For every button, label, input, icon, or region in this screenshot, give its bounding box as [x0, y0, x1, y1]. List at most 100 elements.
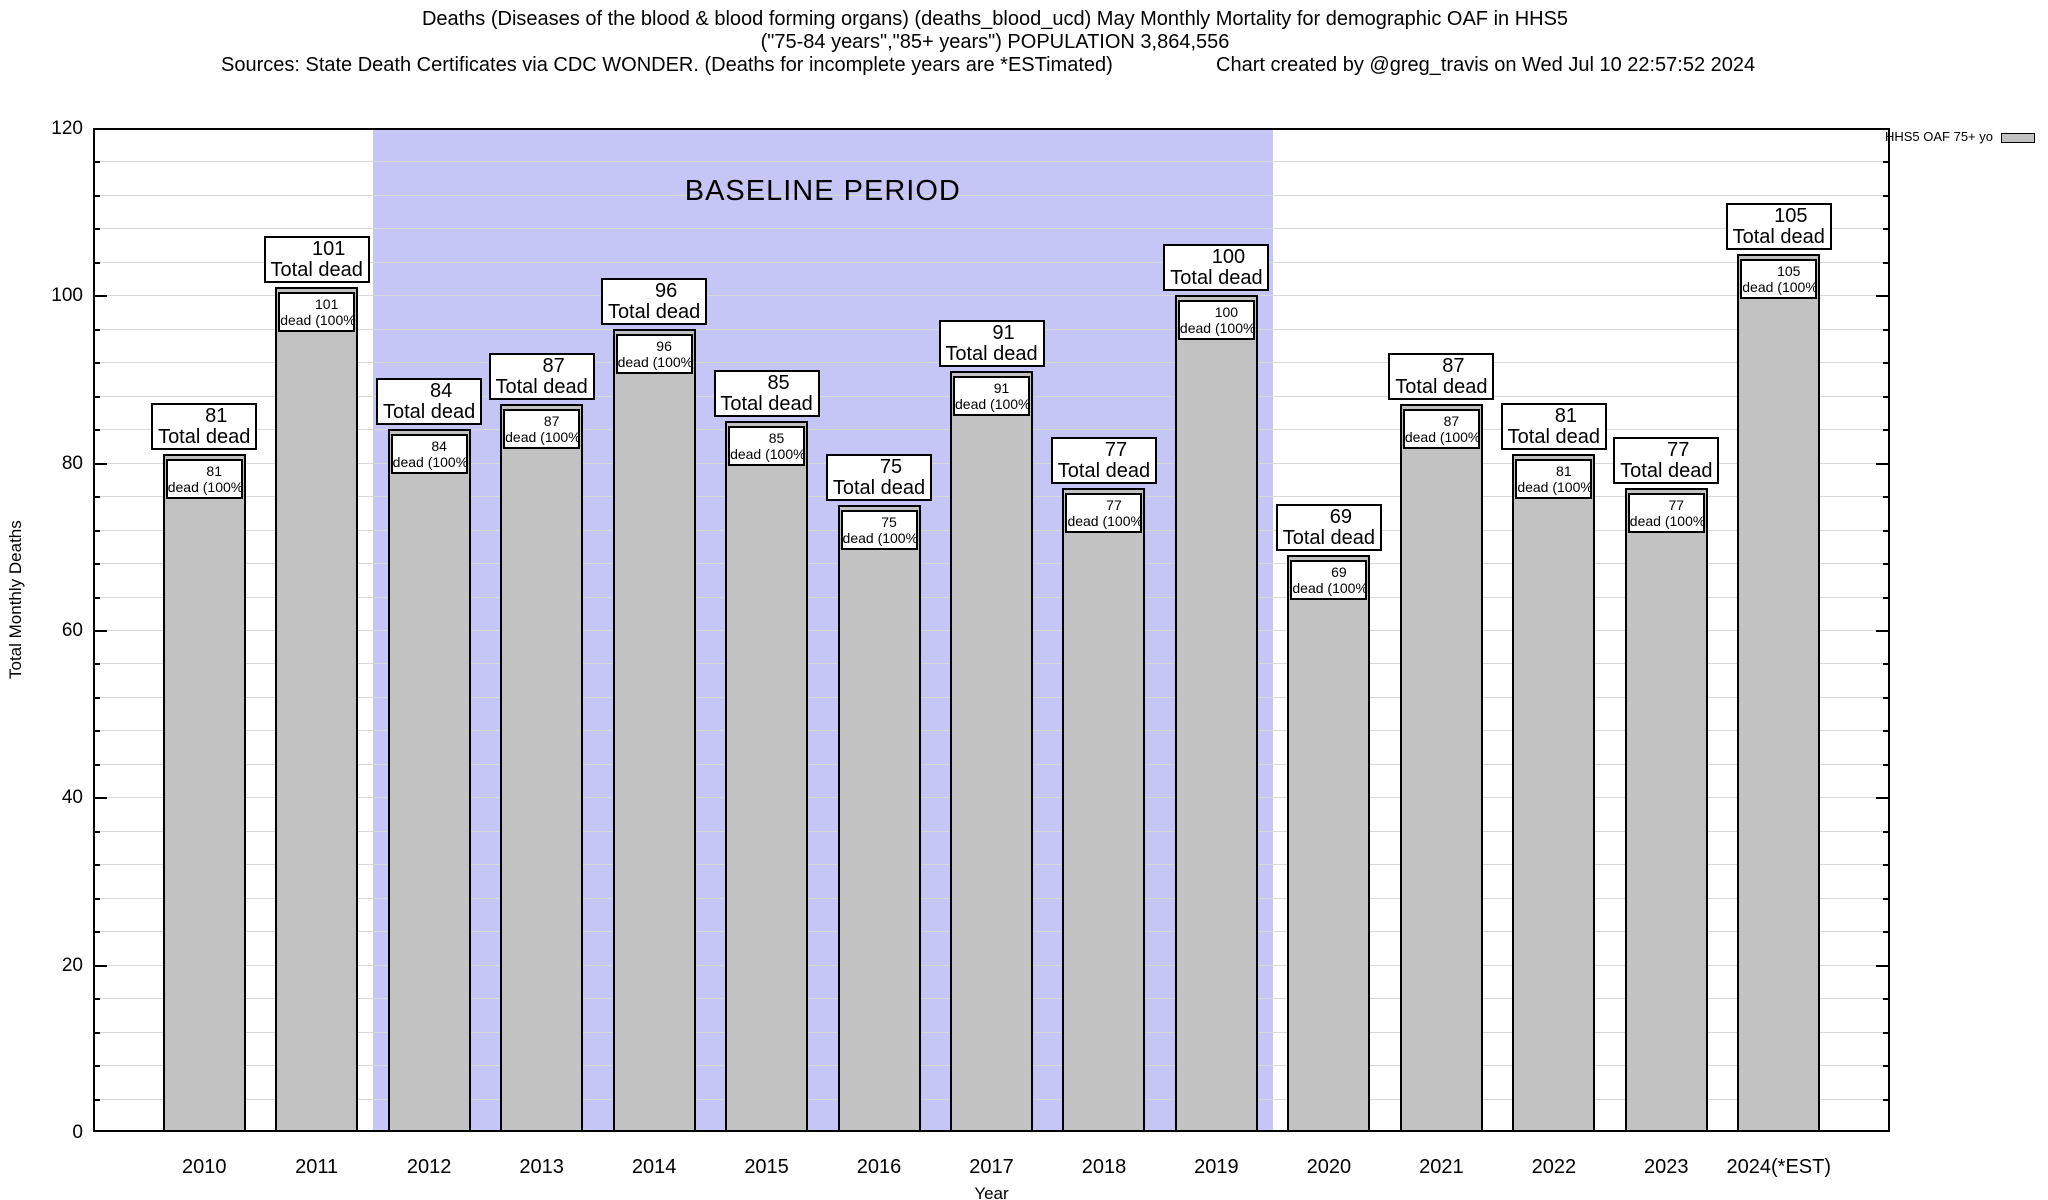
- bar-inner-label-2010: 81 dead (100%): [165, 459, 243, 500]
- bar-top-label-2010: 81 Total dead: [151, 403, 258, 451]
- y-tick-left-92: [93, 362, 100, 365]
- y-tick-left-88: [93, 395, 100, 398]
- bar-top-label-2016: 75 Total dead: [826, 453, 933, 501]
- y-tick-left-108: [93, 228, 100, 231]
- y-tick-right-72: [1883, 529, 1890, 532]
- y-tick-right-68: [1883, 563, 1890, 566]
- y-tick-left-28: [93, 897, 100, 900]
- y-tick-label-80: 80: [61, 452, 83, 474]
- y-tick-left-12: [93, 1031, 100, 1034]
- y-tick-right-36: [1883, 830, 1890, 833]
- bar-2023: 77 dead (100%): [1624, 487, 1708, 1132]
- y-tick-right-100: [1876, 295, 1890, 298]
- y-tick-left-84: [93, 429, 100, 432]
- bar-top-label-2019: 100 Total dead: [1163, 244, 1270, 292]
- y-tick-right-60: [1876, 630, 1890, 632]
- y-tick-left-100: [93, 295, 107, 298]
- x-tick-label-2023: 2023: [1644, 1156, 1689, 1178]
- y-tick-right-12: [1883, 1031, 1890, 1034]
- bar-inner-label-2023: 77 dead (100%): [1627, 492, 1705, 533]
- y-tick-left-76: [93, 496, 100, 499]
- y-tick-label-60: 60: [61, 620, 83, 641]
- y-tick-left-36: [93, 830, 100, 833]
- bar-2021: 87 dead (100%): [1399, 404, 1483, 1132]
- gridline-y112: [93, 194, 1890, 196]
- bar-top-label-2018: 77 Total dead: [1050, 436, 1157, 484]
- y-tick-right-24: [1883, 931, 1890, 934]
- y-tick-right-96: [1883, 328, 1890, 331]
- bar-inner-label-2014: 96 dead (100%): [615, 333, 693, 374]
- y-tick-left-40: [93, 797, 107, 800]
- y-tick-right-108: [1883, 228, 1890, 231]
- bar-2017: 91 dead (100%): [950, 370, 1033, 1132]
- x-tick-label-2020: 2020: [1306, 1156, 1352, 1178]
- x-tick-label-2022: 2022: [1531, 1156, 1577, 1178]
- y-tick-left-80: [93, 462, 107, 465]
- y-tick-label-100: 100: [51, 285, 83, 307]
- y-tick-right-8: [1883, 1065, 1890, 1068]
- y-tick-label-20: 20: [61, 954, 83, 976]
- bar-top-label-2017: 91 Total dead: [938, 319, 1045, 367]
- bar-2012: 84 dead (100%): [387, 429, 471, 1132]
- bar-inner-label-2022: 81 dead (100%): [1515, 459, 1593, 500]
- bar-2011: 101 dead (100%): [275, 286, 359, 1132]
- bar-inner-label-2017: 91 dead (100%): [953, 375, 1030, 416]
- chart-sources-note: Sources: State Death Certificates via CD…: [221, 54, 1113, 76]
- y-tick-right-48: [1883, 730, 1890, 733]
- legend-label: HHS5 OAF 75+ yo: [1884, 129, 1993, 144]
- x-tick-label-2016: 2016: [856, 1156, 902, 1178]
- bar-inner-label-2015: 85 dead (100%): [728, 425, 806, 466]
- y-tick-left-56: [93, 663, 100, 666]
- y-tick-right-104: [1883, 261, 1890, 264]
- bar-inner-label-2011: 101 dead (100%): [278, 291, 356, 332]
- x-tick-label-2013: 2013: [519, 1156, 564, 1178]
- y-tick-label-120: 120: [51, 118, 83, 139]
- bar-2024(*EST): 105 dead (100%): [1737, 253, 1821, 1132]
- bar-2010: 81 dead (100%): [162, 454, 246, 1132]
- y-tick-right-92: [1883, 362, 1890, 365]
- bar-inner-label-2018: 77 dead (100%): [1065, 492, 1143, 533]
- bar-top-label-2012: 84 Total dead: [376, 378, 483, 426]
- y-tick-right-16: [1883, 998, 1890, 1001]
- bar-inner-label-2024(*EST): 105 dead (100%): [1740, 258, 1818, 299]
- y-tick-right-80: [1876, 462, 1890, 465]
- bar-2019: 100 dead (100%): [1174, 295, 1258, 1132]
- y-tick-left-24: [93, 931, 100, 934]
- y-tick-right-20: [1876, 964, 1890, 967]
- y-tick-left-52: [93, 696, 100, 699]
- bar-2016: 75 dead (100%): [837, 504, 921, 1132]
- y-tick-label-0: 0: [72, 1122, 83, 1143]
- y-tick-right-28: [1883, 897, 1890, 900]
- bar-2018: 77 dead (100%): [1062, 487, 1146, 1132]
- bar-top-label-2024(*EST): 105 Total dead: [1725, 202, 1832, 250]
- bar-2020: 69 dead (100%): [1287, 554, 1371, 1132]
- gridline-y104: [93, 261, 1890, 263]
- gridline-y108: [93, 228, 1890, 230]
- y-tick-left-68: [93, 563, 100, 566]
- y-tick-right-76: [1883, 496, 1890, 499]
- bar-top-label-2015: 85 Total dead: [713, 369, 820, 417]
- bar-2015: 85 dead (100%): [725, 420, 809, 1132]
- y-tick-right-56: [1883, 663, 1890, 666]
- bar-inner-label-2019: 100 dead (100%): [1177, 300, 1255, 341]
- x-tick-label-2021: 2021: [1419, 1156, 1464, 1178]
- bar-inner-label-2013: 87 dead (100%): [503, 409, 581, 450]
- chart-title-line2: ("75-84 years","85+ years") POPULATION 3…: [760, 31, 1230, 53]
- bar-top-label-2014: 96 Total dead: [601, 277, 708, 325]
- y-axis-title: Total Monthly Deaths: [6, 520, 25, 680]
- x-tick-label-2017: 2017: [969, 1156, 1014, 1178]
- y-tick-right-32: [1883, 864, 1890, 867]
- chart-title-line1: Deaths (Diseases of the blood & blood fo…: [421, 8, 1569, 30]
- y-tick-right-112: [1883, 194, 1890, 197]
- x-tick-label-2015: 2015: [744, 1156, 789, 1178]
- bar-top-label-2013: 87 Total dead: [488, 353, 595, 401]
- x-tick-label-2012: 2012: [406, 1156, 452, 1178]
- y-tick-label-40: 40: [61, 787, 83, 809]
- chart-credit-note: Chart created by @greg_travis on Wed Jul…: [1216, 54, 1756, 76]
- x-tick-label-2010: 2010: [181, 1156, 227, 1178]
- x-tick-label-2014: 2014: [631, 1156, 677, 1178]
- bar-top-label-2011: 101 Total dead: [263, 235, 370, 283]
- y-tick-left-16: [93, 998, 100, 1001]
- x-tick-label-2019: 2019: [1194, 1156, 1239, 1178]
